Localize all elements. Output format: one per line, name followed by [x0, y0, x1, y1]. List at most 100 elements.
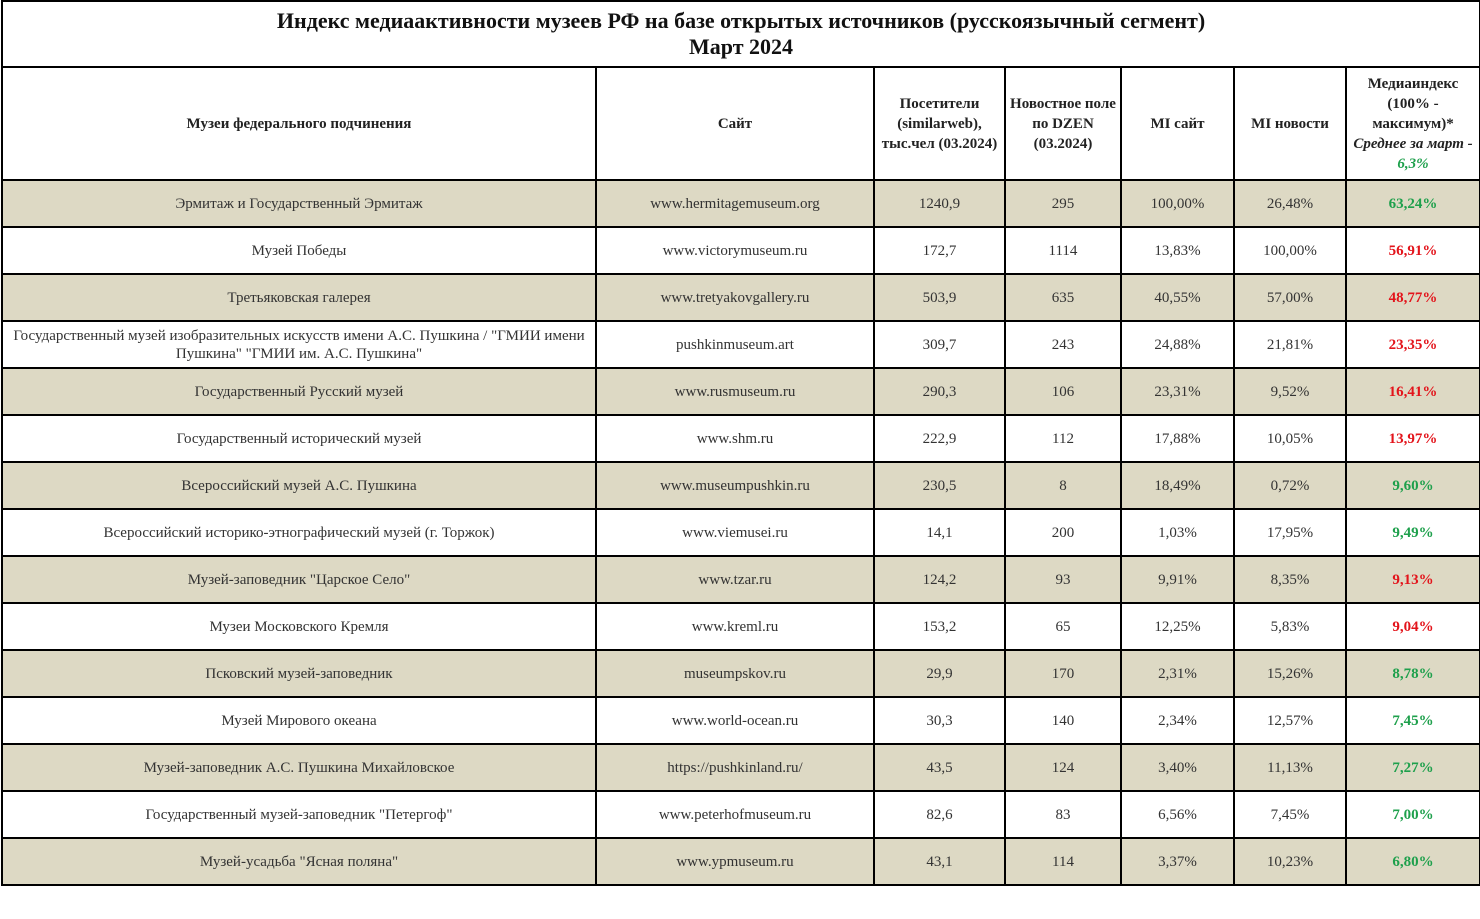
cell-mi-news: 10,05% — [1233, 414, 1347, 463]
table-row: Музей-усадьба "Ясная поляна" www.ypmuseum… — [1, 837, 1480, 886]
cell-mi-site: 23,31% — [1120, 367, 1235, 416]
table-row: Третьяковская галерея www.tretyakovgaller… — [1, 273, 1480, 322]
cell-index: 9,60% — [1344, 461, 1480, 510]
cell-mi-site: 24,88% — [1120, 320, 1235, 369]
table-row: Музей-заповедник "Царское Село" www.tzar.… — [1, 555, 1480, 604]
average-value: 6,3% — [1397, 155, 1429, 172]
cell-mi-news: 5,83% — [1233, 602, 1347, 651]
cell-mi-news: 100,00% — [1233, 226, 1347, 275]
table-row: Государственный исторический музей www.sh… — [1, 414, 1480, 463]
cell-visitors: 43,5 — [873, 743, 1006, 792]
cell-mi-site: 9,91% — [1120, 555, 1235, 604]
cell-visitors: 82,6 — [873, 790, 1006, 839]
cell-mi-site: 2,34% — [1120, 696, 1235, 745]
table-row: Музей-заповедник А.С. Пушкина Михайловск… — [1, 743, 1480, 792]
cell-index: 9,13% — [1344, 555, 1480, 604]
cell-museum: Всероссийский музей А.С. Пушкина — [1, 461, 597, 510]
subtitle-text: Март 2024 — [689, 34, 794, 59]
cell-mi-news: 57,00% — [1233, 273, 1347, 322]
cell-museum: Государственный исторический музей — [1, 414, 597, 463]
cell-news: 93 — [1004, 555, 1122, 604]
cell-museum: Музей-заповедник "Царское Село" — [1, 555, 597, 604]
cell-site: www.kreml.ru — [595, 602, 875, 651]
cell-museum: Государственный музей изобразительных ис… — [1, 320, 597, 369]
cell-news: 200 — [1004, 508, 1122, 557]
cell-site: www.ypmuseum.ru — [595, 837, 875, 886]
cell-mi-site: 100,00% — [1120, 179, 1235, 228]
cell-news: 243 — [1004, 320, 1122, 369]
cell-index: 7,00% — [1344, 790, 1480, 839]
header-mi-site: MI сайт — [1120, 66, 1235, 181]
cell-museum: Музей-усадьба "Ясная поляна" — [1, 837, 597, 886]
header-visitors: Посетители (similarweb), тыс.чел (03.202… — [873, 66, 1006, 181]
table-row: Государственный музей изобразительных ис… — [1, 320, 1480, 369]
index-header-text: Медиаиндекс (100% - максимум)* — [1367, 75, 1459, 132]
table-row: Псковский музей-заповедник museumpskov.ru… — [1, 649, 1480, 698]
cell-visitors: 222,9 — [873, 414, 1006, 463]
cell-visitors: 309,7 — [873, 320, 1006, 369]
cell-museum: Эрмитаж и Государственный Эрмитаж — [1, 179, 597, 228]
cell-news: 1114 — [1004, 226, 1122, 275]
header-index: Медиаиндекс (100% - максимум)* Среднее за… — [1344, 66, 1480, 181]
cell-visitors: 29,9 — [873, 649, 1006, 698]
cell-site: www.tretyakovgallery.ru — [595, 273, 875, 322]
cell-visitors: 290,3 — [873, 367, 1006, 416]
cell-site: www.hermitagemuseum.org — [595, 179, 875, 228]
cell-mi-news: 0,72% — [1233, 461, 1347, 510]
cell-mi-news: 12,57% — [1233, 696, 1347, 745]
header-mi-news: MI новости — [1233, 66, 1347, 181]
cell-mi-news: 21,81% — [1233, 320, 1347, 369]
cell-site: www.peterhofmuseum.ru — [595, 790, 875, 839]
cell-site: www.rusmuseum.ru — [595, 367, 875, 416]
cell-site: www.shm.ru — [595, 414, 875, 463]
cell-mi-site: 3,37% — [1120, 837, 1235, 886]
cell-mi-site: 1,03% — [1120, 508, 1235, 557]
table-title: Индекс медиаактивности музеев РФ на базе… — [0, 0, 1480, 68]
cell-index: 9,04% — [1344, 602, 1480, 651]
table-row: Государственный Русский музей www.rusmuse… — [1, 367, 1480, 416]
cell-mi-news: 8,35% — [1233, 555, 1347, 604]
cell-site: museumpskov.ru — [595, 649, 875, 698]
cell-museum: Государственный музей-заповедник "Петерг… — [1, 790, 597, 839]
cell-index: 8,78% — [1344, 649, 1480, 698]
cell-museum: Музей Мирового океана — [1, 696, 597, 745]
cell-site: www.viemusei.ru — [595, 508, 875, 557]
cell-site: www.museumpushkin.ru — [595, 461, 875, 510]
cell-visitors: 124,2 — [873, 555, 1006, 604]
cell-news: 140 — [1004, 696, 1122, 745]
cell-site: pushkinmuseum.art — [595, 320, 875, 369]
header-news: Новостное поле по DZEN (03.2024) — [1004, 66, 1122, 181]
cell-news: 8 — [1004, 461, 1122, 510]
cell-index: 7,45% — [1344, 696, 1480, 745]
cell-museum: Музей-заповедник А.С. Пушкина Михайловск… — [1, 743, 597, 792]
cell-museum: Третьяковская галерея — [1, 273, 597, 322]
cell-news: 170 — [1004, 649, 1122, 698]
cell-site: www.victorymuseum.ru — [595, 226, 875, 275]
cell-news: 65 — [1004, 602, 1122, 651]
table-row: Государственный музей-заповедник "Петерг… — [1, 790, 1480, 839]
header-row: Музеи федерального подчинения Сайт Посет… — [1, 66, 1480, 181]
cell-site: https://pushkinland.ru/ — [595, 743, 875, 792]
table-row: Эрмитаж и Государственный Эрмитаж www.her… — [1, 179, 1480, 228]
title-text: Индекс медиаактивности музеев РФ на базе… — [276, 8, 1206, 33]
cell-mi-news: 9,52% — [1233, 367, 1347, 416]
cell-index: 56,91% — [1344, 226, 1480, 275]
cell-index: 9,49% — [1344, 508, 1480, 557]
cell-mi-news: 11,13% — [1233, 743, 1347, 792]
cell-visitors: 503,9 — [873, 273, 1006, 322]
cell-mi-site: 2,31% — [1120, 649, 1235, 698]
table-row: Музей Победы www.victorymuseum.ru 172,7 111… — [1, 226, 1480, 275]
header-museum: Музеи федерального подчинения — [1, 66, 597, 181]
cell-museum: Музей Победы — [1, 226, 597, 275]
cell-mi-site: 13,83% — [1120, 226, 1235, 275]
cell-mi-site: 6,56% — [1120, 790, 1235, 839]
cell-mi-news: 26,48% — [1233, 179, 1347, 228]
table-row: Всероссийский историко-этнографический м… — [1, 508, 1480, 557]
cell-news: 83 — [1004, 790, 1122, 839]
cell-mi-site: 3,40% — [1120, 743, 1235, 792]
cell-visitors: 43,1 — [873, 837, 1006, 886]
cell-museum: Всероссийский историко-этнографический м… — [1, 508, 597, 557]
cell-museum: Псковский музей-заповедник — [1, 649, 597, 698]
cell-museum: Музеи Московского Кремля — [1, 602, 597, 651]
table-row: Музей Мирового океана www.world-ocean.ru 3… — [1, 696, 1480, 745]
